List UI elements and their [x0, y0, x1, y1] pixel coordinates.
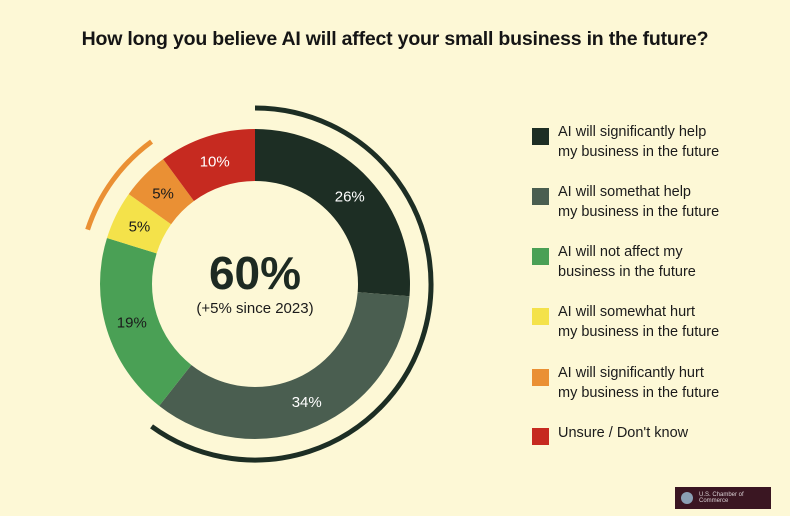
legend-label: AI will not affect my business in the fu…	[558, 244, 696, 280]
hurt-bracket-arc	[85, 139, 154, 231]
slice-labels: 26% 34% 19% 5%5% 10%	[117, 153, 365, 411]
legend-swatch	[532, 248, 549, 265]
donut-slice	[255, 129, 410, 297]
donut-slice	[159, 292, 410, 439]
help-bracket-arc	[150, 105, 434, 463]
slice-label: 5%	[129, 219, 151, 236]
legend-label: AI will significantly hurt my business i…	[558, 365, 720, 401]
legend-label: Unsure / Don't know	[558, 425, 689, 441]
legend-swatch	[532, 188, 549, 205]
center-value: 60%	[208, 247, 302, 299]
slice-label: 34%	[292, 394, 322, 411]
legend-swatch	[532, 128, 549, 145]
slice-label: 26%	[335, 188, 365, 205]
logo-text: U.S. Chamber of Commerce	[699, 492, 744, 504]
legend-label: AI will somewhat hurt my business in the…	[558, 304, 720, 340]
donut-slice	[128, 159, 194, 225]
chart-title: How long you believe AI will affect your…	[81, 28, 709, 50]
us-chamber-logo: U.S. Chamber of Commerce	[675, 487, 771, 509]
legend-swatch	[532, 308, 549, 325]
legend-swatch	[532, 428, 549, 445]
legend-label: AI will somethat help my business in the…	[558, 184, 720, 220]
donut-slice	[99, 237, 192, 406]
donut-slices	[99, 129, 410, 439]
legend-swatch	[532, 369, 549, 386]
donut-slice	[163, 129, 255, 202]
slice-label: 10%	[200, 153, 230, 170]
bracket-arcs	[85, 105, 434, 463]
chamber-seal-icon	[681, 492, 693, 504]
donut-slice	[106, 194, 172, 254]
legend-label: AI will significantly help my business i…	[558, 124, 720, 160]
center-subtitle: (+5% since 2023)	[196, 300, 314, 317]
slice-label: 19%	[117, 314, 147, 331]
slice-label: 5%	[152, 186, 174, 203]
